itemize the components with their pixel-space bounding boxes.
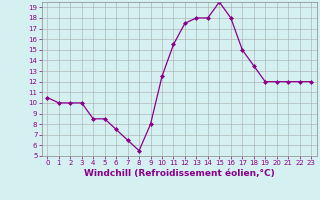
X-axis label: Windchill (Refroidissement éolien,°C): Windchill (Refroidissement éolien,°C) [84,169,275,178]
